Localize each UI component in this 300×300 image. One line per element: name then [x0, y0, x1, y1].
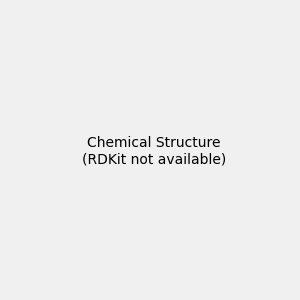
Text: Chemical Structure
(RDKit not available): Chemical Structure (RDKit not available) — [82, 136, 226, 166]
